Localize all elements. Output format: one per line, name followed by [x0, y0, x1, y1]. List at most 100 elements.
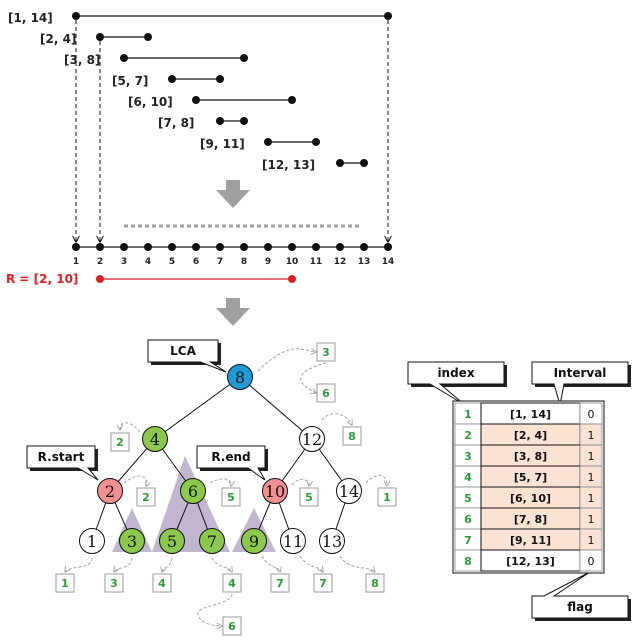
- callout-lca: LCA: [147, 339, 227, 373]
- index-arrow: [300, 362, 327, 393]
- index-box-label: 6: [322, 387, 330, 400]
- axis-point: [96, 243, 104, 251]
- tree-node-circle: [97, 478, 123, 504]
- axis-point: [168, 243, 176, 251]
- table-index: 8: [464, 555, 472, 568]
- tree-node-circle: [180, 478, 206, 504]
- table-flag: 0: [588, 408, 595, 421]
- tree-node-1: 1: [79, 528, 105, 554]
- axis-tick-label: 12: [334, 257, 347, 267]
- tree-node-8: 8: [227, 364, 253, 390]
- index-arrow: [123, 475, 147, 486]
- index-box-label: 5: [227, 491, 235, 504]
- interval-end-dot: [144, 33, 152, 41]
- axis-point: [264, 243, 272, 251]
- interval-start-dot: [336, 159, 344, 167]
- interval-label: [3, 8]: [64, 53, 100, 67]
- interval-start-dot: [192, 96, 200, 104]
- interval-start-dot: [264, 138, 272, 146]
- interval-end-dot: [216, 75, 224, 83]
- axis-point: [384, 243, 392, 251]
- index-box-frame: [104, 573, 124, 593]
- index-box: 8: [365, 573, 385, 593]
- table-index: 5: [464, 492, 472, 505]
- tree-node-circle: [79, 528, 105, 554]
- table-flag: 1: [588, 492, 595, 505]
- interval-1: [1, 14]: [8, 11, 392, 25]
- table-interval: [3, 8]: [514, 450, 547, 463]
- index-arrow: [162, 557, 173, 572]
- index-box-label: 4: [228, 577, 236, 590]
- interval-label: [2, 4]: [40, 32, 76, 46]
- axis-tick-label: 11: [310, 257, 323, 267]
- axis-point: [216, 243, 224, 251]
- tree-node-label: 11: [283, 532, 303, 551]
- tree-node-circle: [227, 364, 253, 390]
- axis-tick-label: 7: [217, 257, 223, 267]
- axis-point: [312, 243, 320, 251]
- table-row: 2 [2, 4] 1: [454, 423, 603, 446]
- axis-tick-label: 1: [73, 257, 79, 267]
- tree-edge: [239, 376, 313, 440]
- index-arrow: [339, 555, 375, 572]
- axis-tick-label: 6: [193, 257, 199, 267]
- index-box-label: 3: [322, 346, 330, 359]
- index-box-frame: [365, 573, 385, 593]
- tree-node-10: 10: [262, 478, 288, 504]
- interval-label: [5, 7]: [112, 74, 148, 88]
- index-box-label: 2: [142, 491, 150, 504]
- index-box-frame: [136, 487, 156, 507]
- table-row: 8 [12, 13] 0: [454, 549, 603, 572]
- index-box-label: 4: [158, 577, 166, 590]
- table-index: 7: [464, 534, 472, 547]
- down-arrow-icon: [216, 180, 250, 208]
- tree-node-6: 6: [180, 478, 206, 504]
- index-box-frame: [55, 573, 75, 593]
- index-box: 5: [299, 487, 319, 507]
- drop-lines: [76, 20, 388, 242]
- index-box: 3: [316, 342, 336, 362]
- number-axis: 1 2 3 4 5 6 7 8 9 10 11 12 13 14: [72, 243, 394, 267]
- table-row: 5 [6, 10] 1: [454, 486, 603, 509]
- tree-node-4: 4: [142, 426, 168, 452]
- index-arrow: [120, 422, 141, 433]
- callout-frame: [26, 445, 99, 481]
- tree-node-circle: [319, 528, 345, 554]
- axis-tick-label: 10: [286, 257, 299, 267]
- index-box-label: 3: [110, 577, 118, 590]
- table-interval: [1, 14]: [510, 408, 551, 421]
- down-arrow-icon: [216, 298, 250, 326]
- tree-node-label: 8: [235, 368, 245, 387]
- axis-point: [120, 243, 128, 251]
- tree-node-13: 13: [319, 528, 345, 554]
- index-arrow: [197, 593, 233, 626]
- tree-node-label: 3: [127, 532, 137, 551]
- interval-3: [3, 8]: [64, 53, 248, 67]
- tree-node-label: 13: [322, 532, 342, 551]
- query-start-dot: [96, 275, 104, 283]
- callout-label: index: [437, 366, 474, 380]
- interval-label: [12, 13]: [262, 158, 315, 172]
- interval-start-dot: [72, 12, 80, 20]
- callout-label: R.end: [211, 450, 250, 464]
- tree-node-circle: [142, 426, 168, 452]
- tree-node-11: 11: [280, 528, 306, 554]
- interval-label: [6, 10]: [128, 95, 173, 109]
- axis-point: [336, 243, 344, 251]
- interval-end-dot: [384, 12, 392, 20]
- index-box-frame: [316, 342, 336, 362]
- tree-node-14: 14: [336, 478, 362, 504]
- tree-node-circle: [280, 528, 306, 554]
- table-flag: 1: [588, 429, 595, 442]
- index-box-frame: [316, 383, 336, 403]
- index-box: 6: [222, 616, 242, 636]
- index-box: 1: [55, 573, 75, 593]
- interval-end-dot: [360, 159, 368, 167]
- shaded-subtree: [152, 456, 230, 552]
- tree-node-12: 12: [299, 426, 325, 452]
- index-box-label: 6: [228, 620, 236, 633]
- axis-tick-label: 8: [241, 257, 247, 267]
- table-interval: [2, 4]: [514, 429, 547, 442]
- axis-point: [72, 243, 80, 251]
